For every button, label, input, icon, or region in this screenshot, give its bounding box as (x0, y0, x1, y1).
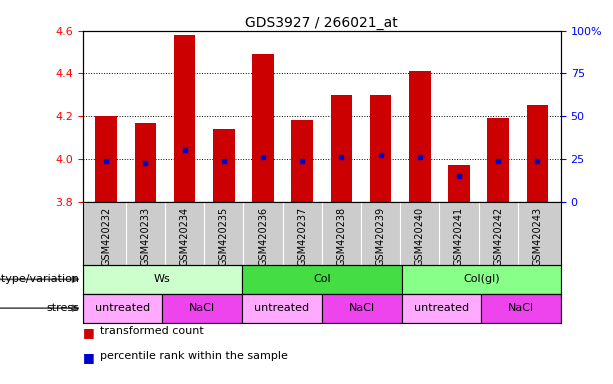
Text: untreated: untreated (95, 303, 150, 313)
Bar (487, 118, 509, 202)
Text: Ws: Ws (154, 274, 171, 285)
Text: NaCl: NaCl (349, 303, 375, 313)
Text: percentile rank within the sample: percentile rank within the sample (100, 351, 287, 361)
Text: GSM420233: GSM420233 (140, 207, 150, 266)
Text: GSM420232: GSM420232 (101, 207, 112, 266)
Title: GDS3927 / 266021_at: GDS3927 / 266021_at (245, 16, 398, 30)
Bar (242, 265, 402, 294)
Text: stress: stress (47, 303, 80, 313)
Text: GSM420237: GSM420237 (297, 207, 307, 266)
Text: GSM420239: GSM420239 (376, 207, 386, 266)
Bar (527, 106, 548, 202)
Bar (330, 95, 352, 202)
Bar (162, 294, 242, 323)
Text: ■: ■ (83, 326, 94, 339)
Bar (83, 294, 162, 323)
Text: untreated: untreated (254, 303, 310, 313)
Bar (409, 71, 430, 202)
Text: GSM420242: GSM420242 (493, 207, 503, 266)
Bar (370, 95, 391, 202)
Text: untreated: untreated (414, 303, 469, 313)
Text: genotype/variation: genotype/variation (0, 274, 80, 285)
Text: transformed count: transformed count (100, 326, 204, 336)
Bar (481, 294, 561, 323)
Text: GSM420240: GSM420240 (415, 207, 425, 266)
Text: Col: Col (313, 274, 330, 285)
Bar (83, 265, 242, 294)
Bar (242, 294, 322, 323)
Text: GSM420236: GSM420236 (258, 207, 268, 266)
Bar (213, 129, 235, 202)
Text: Col(gl): Col(gl) (463, 274, 500, 285)
Bar (174, 35, 196, 202)
Bar (402, 294, 481, 323)
Bar (322, 294, 402, 323)
Bar (291, 121, 313, 202)
Text: GSM420235: GSM420235 (219, 207, 229, 266)
Bar (448, 165, 470, 202)
Text: NaCl: NaCl (508, 303, 534, 313)
Bar (135, 122, 156, 202)
Text: GSM420234: GSM420234 (180, 207, 189, 266)
Text: GSM420238: GSM420238 (337, 207, 346, 266)
Text: GSM420241: GSM420241 (454, 207, 464, 266)
Text: GSM420243: GSM420243 (532, 207, 543, 266)
Text: NaCl: NaCl (189, 303, 215, 313)
Text: ■: ■ (83, 351, 94, 364)
Bar (402, 265, 561, 294)
Bar (253, 54, 274, 202)
Bar (96, 116, 117, 202)
